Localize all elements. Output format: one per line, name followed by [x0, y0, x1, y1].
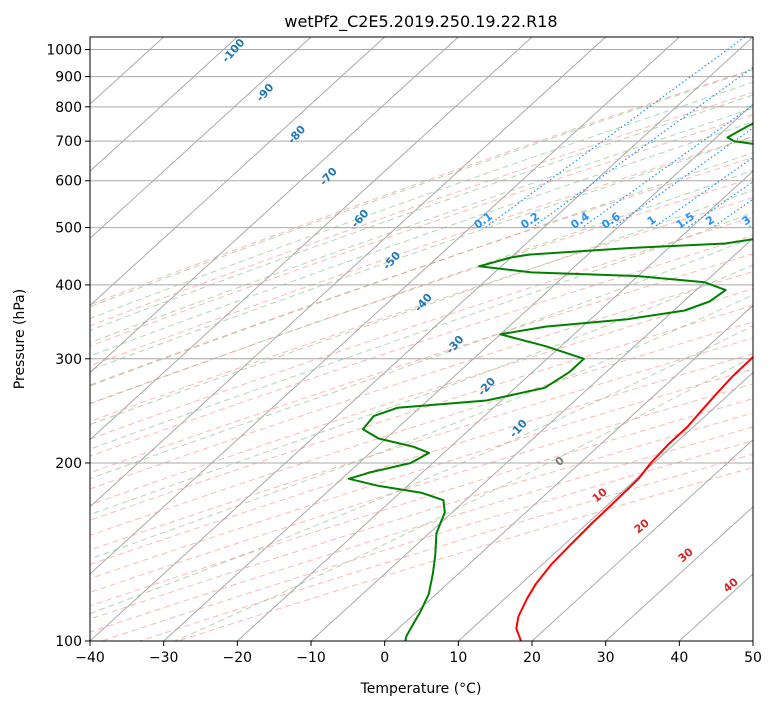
y-tick-label: 900 — [55, 70, 82, 86]
isobars — [90, 49, 753, 641]
moist-adiabat — [90, 152, 753, 387]
x-tick-label: 30 — [597, 650, 615, 666]
y-tick-label: 100 — [55, 634, 82, 650]
mixing-ratio-line — [531, 66, 753, 229]
x-tick-label: 20 — [523, 650, 541, 666]
dry-adiabat — [90, 353, 753, 565]
plot-frame — [89, 36, 754, 642]
isotherm — [90, 37, 533, 441]
isotherm — [90, 37, 386, 307]
plot-area: 0.10.20.40.611.52346810131620253036-100-… — [90, 37, 753, 641]
isotherms — [90, 37, 753, 641]
x-tick-label: −40 — [75, 650, 105, 666]
isotherm — [90, 37, 238, 172]
mixing-ratio-line — [484, 37, 746, 229]
dry-adiabat — [90, 235, 753, 457]
moist-adiabat — [90, 264, 753, 516]
dry-adiabat — [90, 216, 753, 440]
y-tick-label: 400 — [55, 278, 82, 294]
y-tick-label: 600 — [55, 174, 82, 190]
y-tick-label: 1000 — [46, 43, 82, 59]
isotherm — [236, 170, 753, 641]
y-axis-label: Pressure (hPa) — [12, 289, 28, 389]
x-tick-label: 40 — [670, 650, 688, 666]
y-tick-label: 200 — [55, 456, 82, 472]
x-tick-label: 50 — [744, 650, 762, 666]
mixing-ratio-line — [653, 156, 753, 229]
isotherm — [531, 438, 753, 641]
isotherm — [163, 103, 753, 641]
isotherm — [605, 506, 753, 641]
x-tick-label: 10 — [449, 650, 467, 666]
moist-adiabat — [90, 136, 753, 371]
x-tick-label: −10 — [296, 650, 326, 666]
isotherm — [90, 37, 753, 641]
x-axis-label: Temperature (°C) — [360, 681, 482, 697]
y-tick-label: 500 — [55, 221, 82, 237]
x-tick-label: −20 — [223, 650, 253, 666]
x-tick-label: 0 — [380, 650, 389, 666]
isotherm — [384, 304, 753, 641]
y-axis-ticks: 100 200 300 400 500 600 700 800 900 1000 — [46, 43, 90, 650]
profiles — [348, 122, 753, 641]
y-tick-label: 300 — [55, 352, 82, 368]
y-tick-label: 700 — [55, 134, 82, 150]
temperature-profile — [515, 355, 753, 641]
mixing-ratio-lines — [484, 37, 753, 229]
chart-title: wetPf2_C2E5.2019.250.19.22.R18 — [284, 12, 557, 32]
dry-adiabat — [90, 305, 753, 521]
moist-adiabat — [90, 121, 753, 357]
dry-adiabat — [90, 368, 753, 580]
dry-adiabat — [90, 114, 753, 347]
x-axis-ticks: −40 −30 −20 −10 0 10 20 30 40 50 — [75, 641, 762, 666]
isotherm — [457, 371, 753, 641]
isotherm — [310, 237, 753, 641]
dry-adiabat — [90, 321, 753, 536]
isotherm — [90, 37, 312, 240]
moist-adiabat — [90, 211, 753, 450]
x-tick-label: −30 — [149, 650, 179, 666]
y-tick-label: 800 — [55, 100, 82, 116]
dry-adiabat — [90, 91, 753, 327]
moist-adiabat — [90, 294, 753, 560]
moist-adiabat — [90, 69, 753, 308]
isotherm — [90, 37, 680, 575]
isotherm — [90, 37, 459, 374]
dry-adiabat — [90, 68, 753, 306]
dry-adiabat — [90, 177, 753, 404]
moist-adiabats — [90, 69, 753, 641]
isotherm — [90, 37, 607, 508]
dewpoint-profile — [348, 122, 753, 641]
